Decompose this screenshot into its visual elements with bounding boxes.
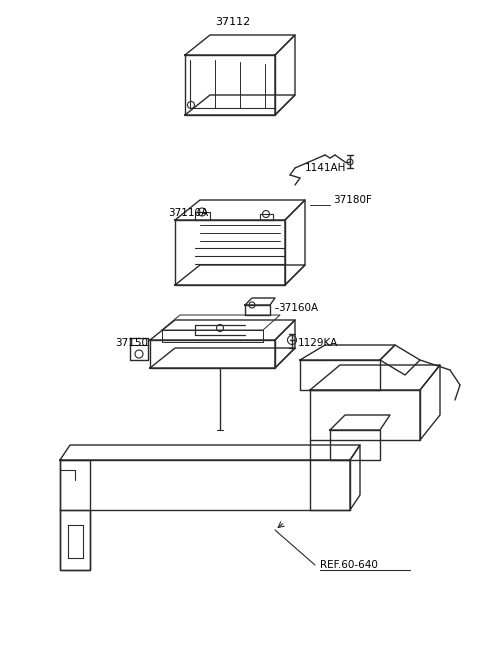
Text: 1129KA: 1129KA [298, 338, 338, 348]
Text: 37180F: 37180F [333, 195, 372, 205]
Text: 37160A: 37160A [278, 303, 318, 313]
Text: REF.60-640: REF.60-640 [320, 560, 378, 570]
Text: 37112: 37112 [216, 17, 251, 27]
Text: 37110A: 37110A [168, 208, 208, 218]
Text: 1141AH: 1141AH [305, 163, 347, 173]
Text: 37150: 37150 [115, 338, 148, 348]
